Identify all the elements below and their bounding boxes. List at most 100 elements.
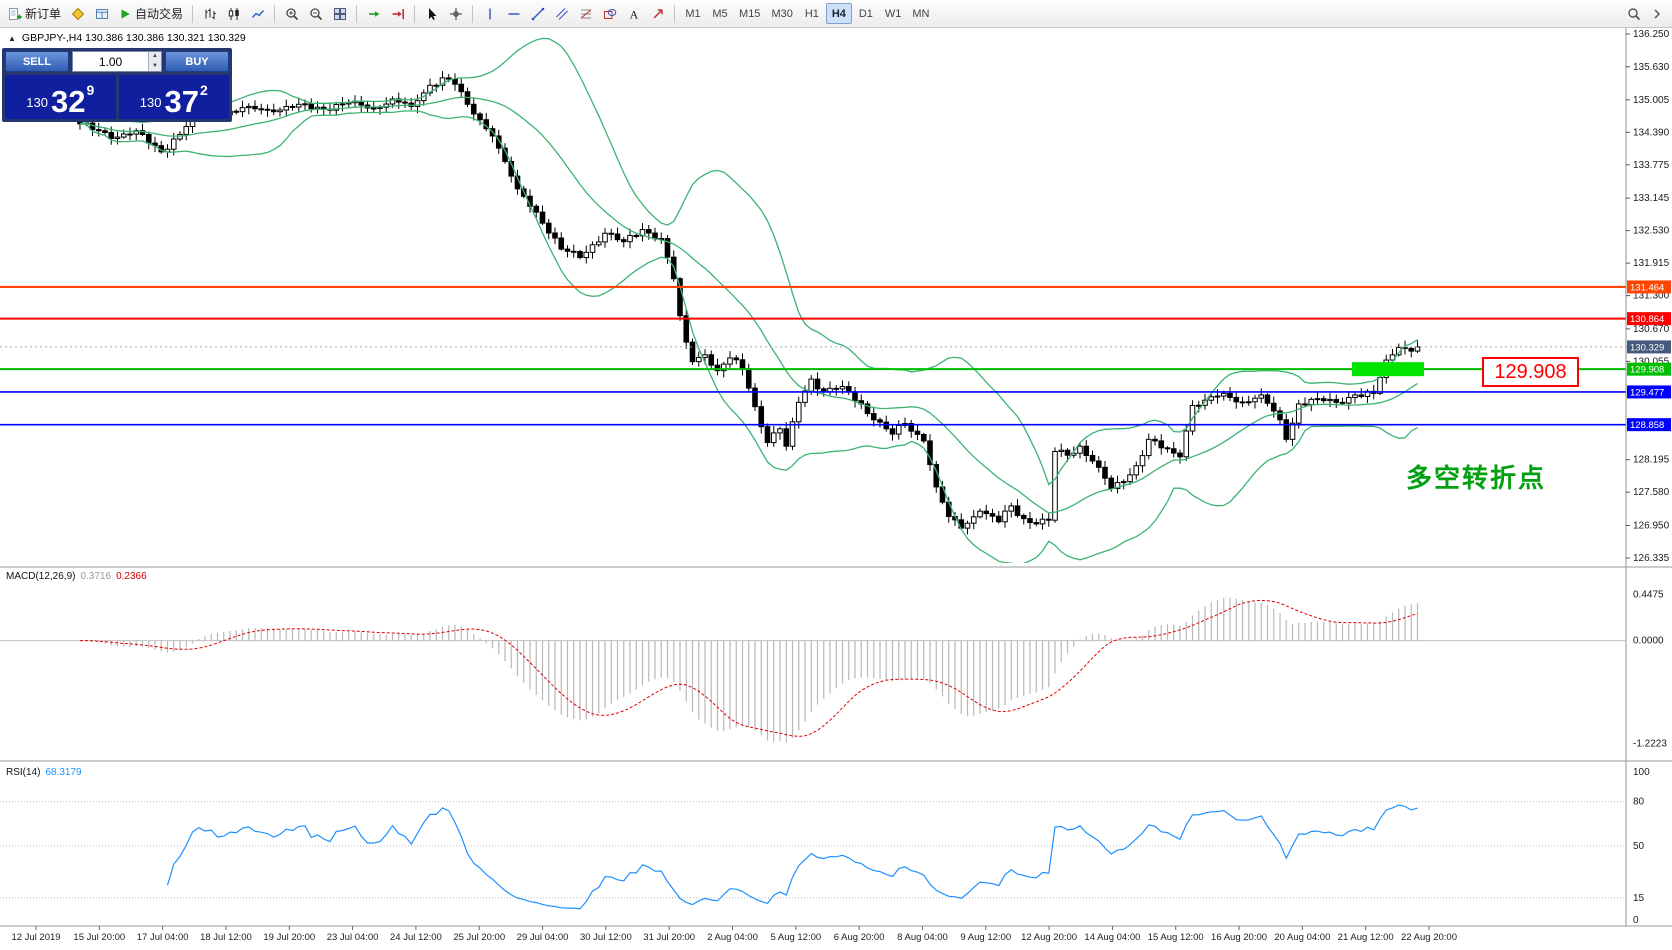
macd-axis-min: -1.2223 <box>1633 738 1667 749</box>
buy-price-sup: 2 <box>199 82 208 98</box>
buy-price-prefix: 130 <box>139 95 162 110</box>
price-axis-tick: 130.670 <box>1633 324 1670 335</box>
timeframe-button-h1[interactable]: H1 <box>799 3 825 24</box>
time-axis-label: 12 Aug 20:00 <box>1021 932 1077 943</box>
buy-price-big: 37 <box>164 83 199 119</box>
volume-down-button[interactable]: ▼ <box>149 61 161 71</box>
autotrading-button[interactable]: 自动交易 <box>114 2 187 25</box>
zoom-out-icon <box>309 7 323 21</box>
autotrading-button-label: 自动交易 <box>135 7 184 21</box>
channel-button[interactable] <box>550 2 573 25</box>
macd-main-value: 0.3716 <box>80 571 112 582</box>
price-axis-tick: 135.630 <box>1633 62 1670 73</box>
search-button[interactable] <box>1622 2 1645 25</box>
crosshair-button[interactable] <box>444 2 467 25</box>
timeframe-button-d1[interactable]: D1 <box>853 3 879 24</box>
time-axis-label: 29 Jul 04:00 <box>517 932 569 943</box>
time-axis-label: 20 Aug 04:00 <box>1274 932 1330 943</box>
terminal-button[interactable] <box>90 2 113 25</box>
chart-shift-icon <box>391 7 405 21</box>
search-icon <box>1627 7 1641 21</box>
tile-windows-icon <box>333 7 347 21</box>
timeframe-button-h4[interactable]: H4 <box>825 3 852 24</box>
candle-chart-icon <box>227 7 241 21</box>
chart-shift-button[interactable] <box>386 2 409 25</box>
price-axis-tick: 131.915 <box>1633 258 1670 269</box>
new-order-button[interactable]: 新订单 <box>4 2 65 25</box>
arrow-tool-button[interactable] <box>646 2 669 25</box>
timeframe-button-mn[interactable]: MN <box>907 3 934 24</box>
svg-text:128.858: 128.858 <box>1630 420 1664 431</box>
collapse-trade-panel-icon[interactable]: ▲ <box>8 33 16 43</box>
candle-chart-button[interactable] <box>222 2 245 25</box>
line-chart-button[interactable] <box>246 2 269 25</box>
toolbar-separator <box>472 4 474 23</box>
new-order-button-label: 新订单 <box>25 7 62 21</box>
rsi-axis-label: 80 <box>1633 797 1645 808</box>
zoom-out-button[interactable] <box>304 2 327 25</box>
shapes-button[interactable] <box>598 2 621 25</box>
sell-price-display[interactable]: 130 32 9 <box>5 75 116 119</box>
zoom-in-button[interactable] <box>280 2 303 25</box>
metaeditor-button[interactable] <box>66 2 89 25</box>
bar-chart-button[interactable] <box>198 2 221 25</box>
timeframe-button-w1[interactable]: W1 <box>880 3 907 24</box>
time-axis-label: 31 Jul 20:00 <box>643 932 695 943</box>
macd-panel <box>0 597 1626 743</box>
price-axis[interactable]: 136.250 135.630 135.005 134.390 133.775 133.1… <box>1625 28 1671 926</box>
vertical-line-button[interactable] <box>478 2 501 25</box>
more-icon <box>1650 7 1664 21</box>
price-axis-tick: 126.950 <box>1633 520 1670 531</box>
turning-point-note[interactable]: 多空转折点 <box>1406 463 1547 493</box>
svg-text:130.329: 130.329 <box>1630 342 1664 353</box>
timeframe-button-m30[interactable]: M30 <box>766 3 797 24</box>
timeframe-button-m5[interactable]: M5 <box>707 3 733 24</box>
vertical-line-icon <box>483 7 497 21</box>
volume-up-button[interactable]: ▲ <box>149 52 161 62</box>
arrow-tool-icon <box>651 7 665 21</box>
time-axis[interactable]: 12 Jul 2019 15 Jul 20:00 17 Jul 04:00 18 Ju… <box>11 926 1457 943</box>
trendline-button[interactable] <box>526 2 549 25</box>
cursor-button[interactable] <box>420 2 443 25</box>
metaeditor-icon <box>71 7 85 21</box>
volume-input[interactable] <box>73 52 148 71</box>
fibonacci-button[interactable] <box>574 2 597 25</box>
timeframe-button-m15[interactable]: M15 <box>734 3 765 24</box>
price-callout-label[interactable]: 129.908 <box>1482 357 1579 387</box>
toolbar-separator <box>674 4 676 23</box>
new-order-icon <box>8 7 22 21</box>
crosshair-icon <box>449 7 463 21</box>
one-click-trade-panel: SELL ▲ ▼ BUY 130 32 9 130 37 2 <box>2 48 232 122</box>
bollinger-middle-band <box>79 96 1418 514</box>
fibonacci-icon <box>579 7 593 21</box>
svg-text:129.477: 129.477 <box>1630 387 1664 398</box>
chart-canvas[interactable]: 136.250 135.630 135.005 134.390 133.775 133.1… <box>0 28 1672 950</box>
timeframe-button-m1[interactable]: M1 <box>680 3 706 24</box>
horizontal-line-button[interactable] <box>502 2 525 25</box>
auto-scroll-button[interactable] <box>362 2 385 25</box>
time-axis-label: 18 Jul 12:00 <box>200 932 252 943</box>
svg-text:131.464: 131.464 <box>1630 282 1664 293</box>
time-axis-label: 23 Jul 04:00 <box>327 932 379 943</box>
buy-price-display[interactable]: 130 37 2 <box>118 75 229 119</box>
toolbar-more-button[interactable] <box>1645 2 1668 25</box>
tile-windows-button[interactable] <box>328 2 351 25</box>
time-axis-label: 17 Jul 04:00 <box>137 932 189 943</box>
time-axis-label: 21 Aug 12:00 <box>1338 932 1394 943</box>
sell-button[interactable]: SELL <box>5 51 69 72</box>
line-chart-icon <box>251 7 265 21</box>
trendline-icon <box>531 7 545 21</box>
buy-button[interactable]: BUY <box>165 51 229 72</box>
toolbar-separator <box>356 4 358 23</box>
price-axis-tick: 130.055 <box>1633 356 1670 367</box>
channel-icon <box>555 7 569 21</box>
text-tool-button[interactable]: A <box>622 2 645 25</box>
zoom-in-icon <box>285 7 299 21</box>
volume-spinner: ▲ ▼ <box>148 52 161 71</box>
time-axis-label: 12 Jul 2019 <box>11 932 60 943</box>
price-tag-128.858: 128.858 <box>1627 418 1671 432</box>
highlight-rectangle[interactable] <box>1352 362 1424 377</box>
time-axis-label: 19 Jul 20:00 <box>263 932 315 943</box>
time-axis-label: 14 Aug 04:00 <box>1084 932 1140 943</box>
